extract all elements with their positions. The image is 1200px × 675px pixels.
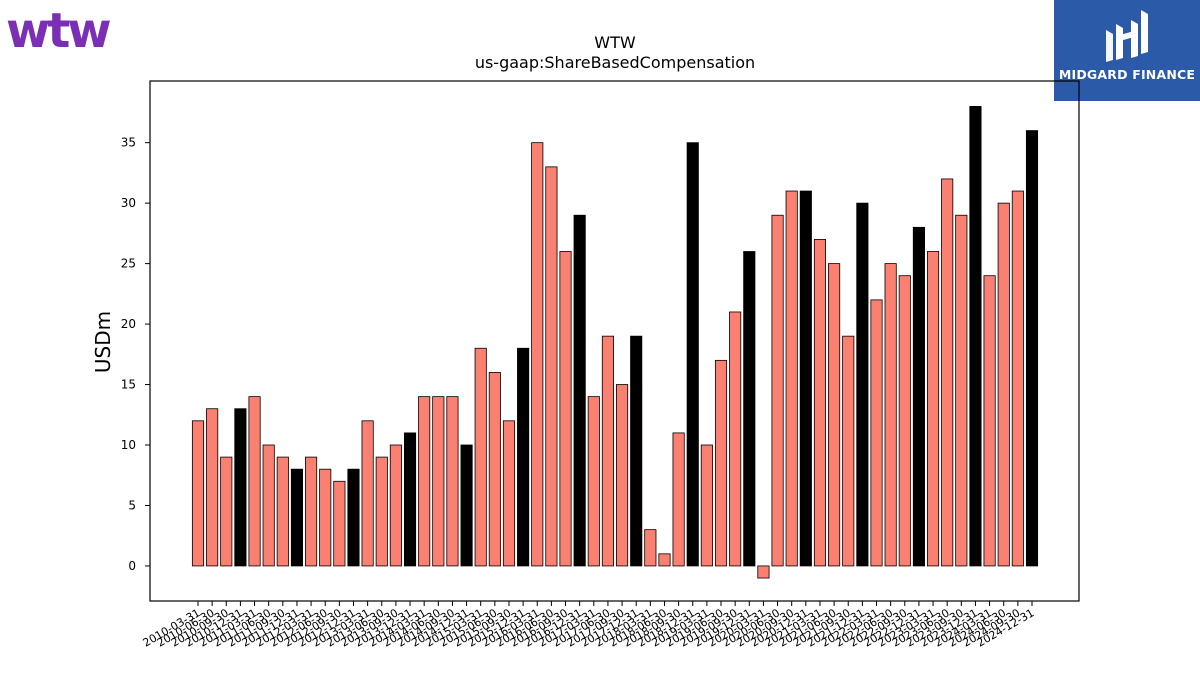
bar [771, 214, 784, 567]
bar [531, 142, 544, 567]
bars [191, 105, 1039, 579]
bar [955, 214, 968, 567]
bar [262, 444, 275, 567]
bar [347, 468, 360, 567]
bar [700, 444, 713, 567]
bar [884, 263, 897, 567]
bar [248, 396, 261, 567]
bar [898, 275, 911, 567]
bar [686, 142, 699, 567]
bar [403, 432, 417, 567]
bar [856, 202, 869, 567]
bar [333, 480, 346, 567]
bar [206, 408, 219, 567]
bar [1025, 130, 1039, 567]
y-tick-label: 0 [128, 559, 136, 573]
bar [432, 396, 445, 567]
bar [587, 396, 600, 567]
midgard-finance-brand-text: MIDGARD FINANCE [1058, 67, 1196, 82]
bar [616, 384, 629, 567]
bar [234, 408, 247, 567]
bar [305, 456, 318, 567]
bar [601, 335, 614, 567]
chart-subtitle: us-gaap:ShareBasedCompensation [475, 53, 755, 72]
bar [559, 251, 572, 567]
bar [842, 335, 855, 567]
plot-frame [149, 80, 1080, 602]
bar [658, 553, 671, 567]
bar [926, 251, 940, 567]
chart-title: WTW [594, 33, 636, 52]
bar [757, 565, 770, 579]
bar [446, 396, 459, 567]
bar [630, 335, 643, 567]
y-tick-label: 30 [121, 196, 136, 210]
bar [545, 166, 558, 567]
bar [813, 239, 827, 567]
bar [389, 444, 402, 567]
bar [828, 263, 841, 567]
bar [573, 214, 586, 567]
bar [474, 347, 487, 567]
bar [220, 456, 233, 567]
bar [969, 105, 982, 567]
y-axis: 0 5 10 15 20 25 30 35 [121, 136, 150, 573]
bar [729, 311, 742, 567]
wtw-logo: wtw [6, 3, 126, 59]
bar [785, 190, 798, 567]
y-axis-label: USDm [91, 311, 115, 373]
bar [276, 456, 289, 567]
y-tick-label: 35 [121, 136, 136, 150]
bar [870, 299, 883, 567]
bar [361, 420, 374, 567]
bar [319, 468, 332, 567]
y-tick-label: 15 [121, 378, 136, 392]
bar [460, 444, 473, 567]
bar [418, 396, 431, 567]
bar [644, 529, 657, 567]
bar [983, 275, 996, 567]
y-tick-label: 10 [121, 438, 136, 452]
bar [1011, 190, 1024, 567]
bar [714, 359, 728, 567]
bar [997, 202, 1010, 567]
bar [488, 372, 501, 567]
y-tick-label: 20 [121, 317, 136, 331]
bar [290, 468, 304, 567]
wtw-logo-text: wtw [6, 6, 110, 56]
midgard-emblem-icon [1106, 10, 1148, 62]
bar [743, 251, 756, 567]
midgard-finance-logo: MIDGARD FINANCE [1054, 0, 1200, 101]
bar [912, 226, 925, 567]
bar [672, 432, 685, 567]
bar [941, 178, 954, 567]
y-tick-label: 25 [121, 257, 136, 271]
bar [191, 420, 205, 567]
bar [375, 456, 388, 567]
bar [517, 347, 530, 567]
bar [799, 190, 812, 567]
bar [502, 420, 516, 567]
y-tick-label: 5 [128, 498, 136, 512]
x-axis: 2010-03-312010-06-302010-09-302010-12-31… [141, 601, 1037, 650]
